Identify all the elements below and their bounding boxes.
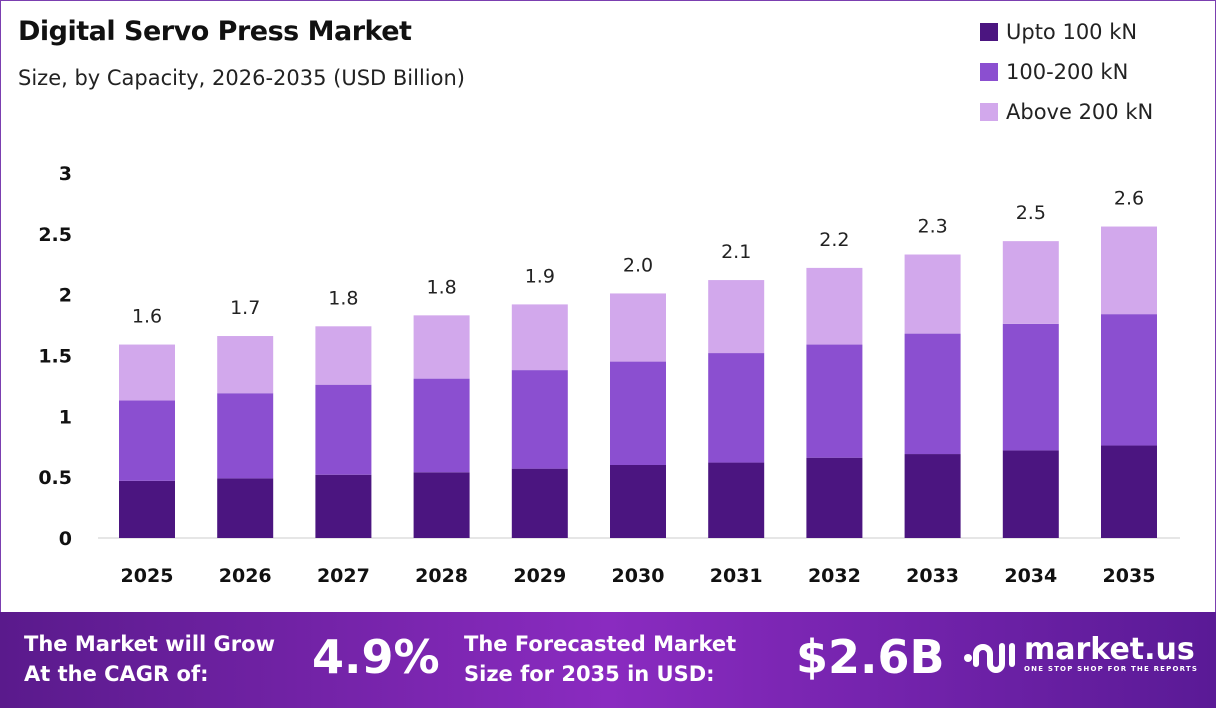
x-tick-label: 2034 bbox=[1004, 565, 1057, 587]
bar-segment bbox=[217, 336, 274, 394]
x-tick-label: 2030 bbox=[612, 565, 665, 587]
bar-segment bbox=[610, 293, 666, 362]
data-label: 1.8 bbox=[328, 287, 358, 309]
y-tick-label: 2 bbox=[59, 285, 72, 307]
chart-subtitle: Size, by Capacity, 2026-2035 (USD Billio… bbox=[18, 66, 465, 90]
y-tick-label: 1.5 bbox=[38, 346, 72, 368]
bar-segment bbox=[708, 280, 765, 354]
x-tick-label: 2031 bbox=[710, 565, 763, 587]
data-label: 1.6 bbox=[132, 306, 162, 328]
data-label: 2.2 bbox=[819, 229, 849, 251]
bar-segment bbox=[511, 304, 568, 371]
bar-segment bbox=[806, 457, 863, 538]
market-us-logo: market.us ONE STOP SHOP FOR THE REPORTS bbox=[962, 634, 1198, 674]
bar-chart: 0 0.5 1 1.5 2 2.5 3 1.6 2025 1.7 2026 1.8 2027 1.8 202… bbox=[38, 163, 1180, 587]
logo-tagline: ONE STOP SHOP FOR THE REPORTS bbox=[1024, 665, 1199, 673]
bar-segment bbox=[708, 462, 765, 538]
x-tick-label: 2035 bbox=[1103, 565, 1156, 587]
data-label: 2.1 bbox=[721, 241, 751, 263]
data-label: 2.0 bbox=[623, 254, 653, 276]
bar-segment bbox=[413, 315, 470, 379]
bar-segment bbox=[1101, 226, 1157, 315]
legend: Upto 100 kN 100-200 kN Above 200 kN bbox=[980, 12, 1153, 132]
x-tick-label: 2029 bbox=[513, 565, 566, 587]
y-tick-label: 0.5 bbox=[38, 467, 72, 489]
bar-segment bbox=[119, 480, 175, 538]
x-tick-label: 2026 bbox=[219, 565, 272, 587]
forecast-label-line: The Forecasted Market bbox=[464, 632, 737, 656]
cagr-label: The Market will Grow At the CAGR of: bbox=[24, 629, 275, 689]
data-label: 2.3 bbox=[917, 216, 947, 238]
legend-item: Upto 100 kN bbox=[980, 12, 1153, 52]
bar-segment bbox=[119, 344, 175, 401]
bar-segment bbox=[511, 468, 568, 538]
bar-segment bbox=[904, 454, 961, 538]
bar-segment bbox=[1002, 241, 1059, 324]
cagr-label-line: At the CAGR of: bbox=[24, 662, 209, 686]
data-label: 2.6 bbox=[1114, 188, 1144, 210]
bar-segment bbox=[708, 353, 765, 463]
legend-label: Above 200 kN bbox=[1006, 100, 1154, 124]
bar-segment bbox=[904, 254, 961, 334]
forecast-value: $2.6B bbox=[796, 630, 945, 684]
bar-segment bbox=[315, 384, 372, 475]
footer-banner: The Market will Grow At the CAGR of: 4.9%… bbox=[0, 612, 1216, 708]
logo-mark-icon bbox=[964, 643, 1015, 673]
cagr-value: 4.9% bbox=[312, 630, 440, 684]
legend-item: 100-200 kN bbox=[980, 52, 1153, 92]
bar-segment bbox=[119, 400, 175, 481]
data-label: 1.9 bbox=[525, 265, 555, 287]
bar-segment bbox=[315, 474, 372, 538]
y-tick-label: 3 bbox=[59, 163, 72, 185]
forecast-label: The Forecasted Market Size for 2035 in US… bbox=[464, 629, 736, 689]
forecast-label-line: Size for 2035 in USD: bbox=[464, 662, 715, 686]
data-label: 1.8 bbox=[426, 276, 456, 298]
logo-name: market.us bbox=[1024, 632, 1195, 667]
bar-segment bbox=[904, 333, 961, 455]
bar-segment bbox=[413, 472, 470, 538]
bar-segment bbox=[413, 378, 470, 473]
x-tick-label: 2033 bbox=[906, 565, 959, 587]
legend-swatch bbox=[980, 63, 998, 81]
bar-segment bbox=[1101, 314, 1157, 446]
data-label: 2.5 bbox=[1016, 202, 1046, 224]
x-tick-label: 2027 bbox=[317, 565, 370, 587]
chart-title: Digital Servo Press Market bbox=[18, 16, 412, 47]
y-tick-label: 0 bbox=[59, 528, 72, 550]
x-tick-label: 2028 bbox=[415, 565, 468, 587]
legend-item: Above 200 kN bbox=[980, 92, 1153, 132]
bar-segment bbox=[610, 361, 666, 465]
y-tick-label: 2.5 bbox=[38, 224, 72, 246]
x-tick-label: 2032 bbox=[808, 565, 861, 587]
x-tick-label: 2025 bbox=[121, 565, 174, 587]
bar-segment bbox=[511, 370, 568, 469]
bar-segment bbox=[217, 393, 274, 479]
bar-segment bbox=[806, 267, 863, 345]
bar-segment bbox=[1002, 323, 1059, 451]
bar-segment bbox=[1101, 445, 1157, 538]
legend-label: Upto 100 kN bbox=[1006, 20, 1138, 44]
bar-segment bbox=[315, 326, 372, 385]
legend-label: 100-200 kN bbox=[1006, 60, 1129, 84]
legend-swatch bbox=[980, 103, 998, 121]
data-label: 1.7 bbox=[230, 297, 260, 319]
y-tick-label: 1 bbox=[59, 406, 72, 428]
cagr-label-line: The Market will Grow bbox=[24, 632, 275, 656]
bar-segment bbox=[1002, 450, 1059, 538]
bar-segment bbox=[806, 344, 863, 458]
bar-segment bbox=[610, 465, 666, 538]
bar-segment bbox=[217, 478, 274, 538]
legend-swatch bbox=[980, 23, 998, 41]
